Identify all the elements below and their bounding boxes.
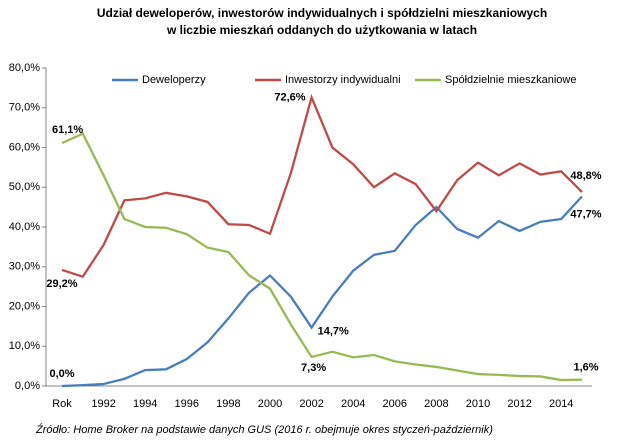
value-label: 14,7% xyxy=(318,325,349,337)
y-tick-label: 20,0% xyxy=(9,300,40,312)
value-label: 29,2% xyxy=(46,278,77,290)
y-tick-label: 70,0% xyxy=(9,102,40,114)
x-tick-label: 1992 xyxy=(91,398,115,410)
value-label: 1,6% xyxy=(573,362,598,374)
x-tick-label: 2014 xyxy=(549,398,573,410)
value-label: 48,8% xyxy=(570,170,601,182)
x-tick-label: Rok xyxy=(52,398,72,410)
value-label: 47,7% xyxy=(570,208,601,220)
value-label: 72,6% xyxy=(274,91,305,103)
value-label: 7,3% xyxy=(301,362,326,374)
x-tick-label: 1994 xyxy=(133,398,157,410)
series-line xyxy=(61,132,583,382)
value-label: 61,1% xyxy=(52,124,83,136)
y-tick-label: 60,0% xyxy=(9,141,40,153)
chart-title: Udział deweloperów, inwestorów indywidua… xyxy=(97,6,547,20)
series-line xyxy=(61,195,583,388)
series-line xyxy=(61,93,583,279)
y-tick-label: 0,0% xyxy=(15,380,40,392)
legend-label: Inwestorzy indywidualni xyxy=(285,74,401,86)
legend-label: Deweloperzy xyxy=(142,74,206,86)
y-tick-label: 10,0% xyxy=(9,340,40,352)
chart-title: w liczbie mieszkań oddanych do użytkowan… xyxy=(166,23,477,37)
y-tick-label: 30,0% xyxy=(9,261,40,273)
x-tick-label: 2010 xyxy=(466,398,490,410)
y-tick-label: 80,0% xyxy=(9,62,40,74)
x-tick-label: 2000 xyxy=(258,398,282,410)
x-tick-label: 2012 xyxy=(507,398,531,410)
x-tick-label: 2002 xyxy=(299,398,323,410)
x-tick-label: 1998 xyxy=(216,398,240,410)
y-tick-label: 40,0% xyxy=(9,221,40,233)
source-note: Źródło: Home Broker na podstawie danych … xyxy=(35,423,493,436)
y-tick-label: 50,0% xyxy=(9,181,40,193)
value-label: 0,0% xyxy=(49,368,74,380)
legend-label: Spółdzielnie mieszkaniowe xyxy=(445,74,576,86)
x-tick-label: 2008 xyxy=(424,398,448,410)
x-tick-label: 2006 xyxy=(383,398,407,410)
x-tick-label: 1996 xyxy=(175,398,199,410)
x-tick-label: 2004 xyxy=(341,398,365,410)
